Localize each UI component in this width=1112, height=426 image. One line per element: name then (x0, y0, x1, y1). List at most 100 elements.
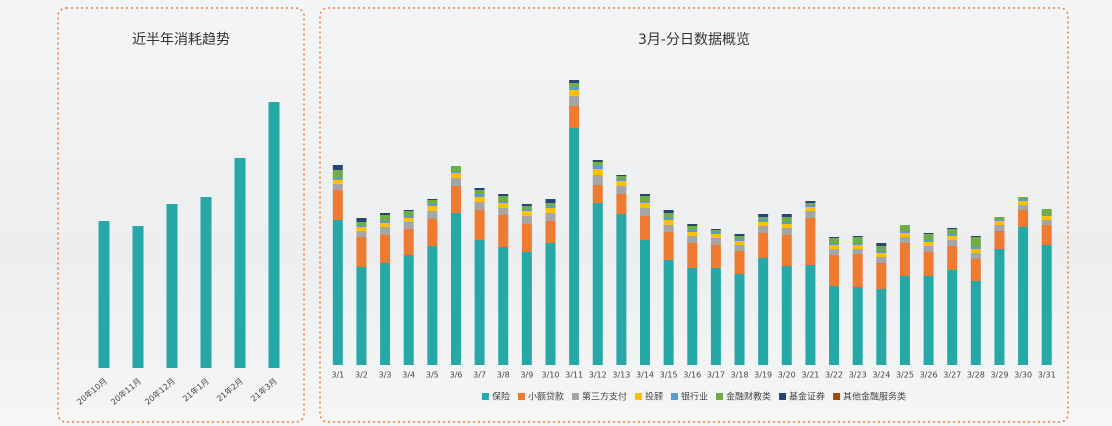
bar-segment (876, 257, 887, 263)
x-tick-label: 3/5 (426, 371, 439, 380)
bar-segment (758, 217, 769, 220)
x-tick-label: 3/6 (450, 371, 463, 380)
bar-segment (923, 240, 934, 242)
bar-segment (521, 209, 532, 211)
x-tick-label: 21年2月 (215, 376, 245, 404)
bar-segment (1041, 245, 1052, 365)
bar-segment (545, 206, 556, 208)
bar-segment (852, 245, 863, 249)
bar-segment (734, 234, 745, 236)
bar-segment (1041, 225, 1052, 245)
bar-segment (805, 207, 816, 211)
bar-segment (640, 216, 651, 240)
bar-segment (781, 224, 792, 228)
bar-segment (356, 222, 367, 225)
bar-segment (332, 180, 343, 184)
bar-segment (403, 211, 414, 216)
bar-segment (923, 234, 934, 240)
bar-segment (380, 221, 391, 223)
left-panel (57, 7, 305, 423)
bar-segment (687, 226, 698, 230)
bar-segment (876, 289, 887, 365)
bar-segment (356, 237, 367, 267)
x-tick-label: 3/9 (520, 371, 533, 380)
bar-segment (1041, 216, 1052, 220)
bar-segment (427, 200, 438, 204)
bar-segment (1018, 205, 1029, 210)
legend-label: 金融财教类 (726, 391, 771, 403)
bar-segment (474, 190, 485, 194)
bar-segment (427, 206, 438, 211)
bar-segment (994, 219, 1005, 221)
bar-segment (356, 218, 367, 222)
bar-segment (805, 206, 816, 207)
bar-segment (923, 242, 934, 246)
bar-segment (356, 227, 367, 231)
bar-segment (474, 240, 485, 365)
x-tick-label: 20年12月 (143, 376, 177, 407)
bar-segment (734, 241, 745, 245)
bar-segment (781, 222, 792, 224)
bar-segment (876, 246, 887, 251)
bar-segment (450, 178, 461, 186)
bar-segment (1018, 227, 1029, 365)
bar-segment (758, 226, 769, 233)
bar-segment (758, 220, 769, 222)
x-tick-label: 3/29 (990, 371, 1008, 380)
x-tick-label: 3/30 (1014, 371, 1032, 380)
legend-swatch (481, 393, 489, 400)
bar-segment (569, 96, 580, 106)
x-tick-label: 3/21 (801, 371, 819, 380)
x-tick-label: 3/31 (1038, 371, 1056, 380)
bar-segment (994, 249, 1005, 365)
bar-segment (899, 276, 910, 365)
bar-segment (592, 203, 603, 365)
bar-segment (758, 214, 769, 217)
bar-segment (380, 223, 391, 227)
bar-segment (710, 268, 721, 365)
bar-segment (498, 196, 509, 201)
bar-segment (616, 194, 627, 214)
bar (268, 102, 280, 368)
x-tick-label: 3/20 (778, 371, 796, 380)
bar-segment (356, 225, 367, 227)
bar-segment (474, 197, 485, 202)
bar-segment (947, 246, 958, 270)
chart-title: 3月-分日数据概览 (638, 32, 750, 48)
bar-segment (332, 165, 343, 170)
x-tick-label: 3/22 (825, 371, 843, 380)
bar-segment (710, 234, 721, 238)
bar-segment (640, 194, 651, 196)
x-tick-label: 3/18 (731, 371, 749, 380)
x-tick-label: 3/2 (355, 371, 368, 380)
x-tick-label: 3/16 (683, 371, 701, 380)
bar-segment (427, 246, 438, 365)
bar-segment (403, 229, 414, 255)
bar-segment (592, 175, 603, 185)
legend-swatch (716, 393, 724, 400)
bar-segment (994, 225, 1005, 231)
bar-segment (876, 263, 887, 289)
bar (98, 221, 110, 368)
bar-segment (640, 201, 651, 203)
bar-segment (569, 80, 580, 83)
right-panel (319, 7, 1069, 423)
bar-segment (899, 231, 910, 233)
bar-segment (450, 173, 461, 178)
bar-segment (1041, 209, 1052, 215)
bar-segment (923, 246, 934, 252)
bar-segment (616, 175, 627, 176)
bar (200, 197, 212, 368)
legend-swatch (517, 393, 525, 400)
bar-segment (899, 243, 910, 276)
x-tick-label: 3/12 (589, 371, 607, 380)
bar-segment (569, 83, 580, 87)
bar-segment (805, 201, 816, 203)
bar-segment (332, 220, 343, 365)
bar-segment (970, 253, 981, 259)
bar-segment (640, 240, 651, 365)
legend-label: 小额贷款 (528, 391, 564, 403)
bar-segment (403, 210, 414, 211)
x-tick-label: 3/8 (497, 371, 510, 380)
